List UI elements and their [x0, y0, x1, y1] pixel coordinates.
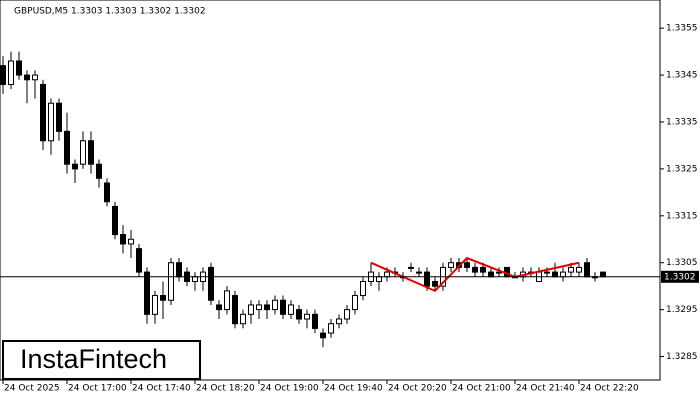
candle-body	[216, 304, 222, 311]
logo-box	[2, 340, 201, 380]
y-tick-label: 1.3285	[666, 352, 698, 362]
y-tick-label: 1.3345	[666, 71, 698, 81]
candle-body	[152, 295, 158, 315]
candle-body	[176, 262, 182, 278]
x-tick-label: 24 Oct 19:00	[260, 384, 319, 394]
candle-body	[24, 74, 30, 81]
candle-body	[384, 271, 390, 278]
candle-body	[168, 262, 174, 301]
candle-body	[112, 205, 118, 236]
candle-body	[424, 271, 430, 287]
candle-body	[472, 266, 478, 273]
candle-body	[352, 295, 358, 311]
candle-body	[256, 304, 262, 311]
x-tick-label: 24 Oct 2025	[4, 384, 60, 394]
x-tick-label: 24 Oct 21:00	[452, 384, 511, 394]
candle-body	[344, 309, 350, 320]
candle-body	[296, 309, 302, 320]
candle-body	[288, 304, 294, 315]
y-tick-label: 1.3295	[666, 305, 698, 315]
candle-body	[8, 60, 14, 85]
candle-body	[240, 313, 246, 325]
candle-body	[264, 304, 270, 311]
candle-body	[336, 318, 342, 325]
y-tick-label: 1.3315	[666, 211, 698, 221]
candle-body	[64, 130, 70, 165]
candle-body	[600, 271, 606, 278]
candle-body	[48, 102, 54, 142]
chart-title: GBPUSD,M5 1.3303 1.3303 1.3302 1.3302	[14, 7, 206, 17]
candle-body	[72, 163, 78, 170]
candle-body	[136, 248, 142, 273]
candle-body	[576, 266, 582, 273]
candle-body	[496, 271, 502, 274]
x-tick-label: 24 Oct 22:20	[580, 384, 639, 394]
x-tick-label: 24 Oct 18:20	[196, 384, 255, 394]
candle-body	[320, 332, 326, 339]
candle-body	[304, 313, 310, 320]
candle-body	[544, 271, 550, 274]
x-tick-label: 24 Oct 20:20	[388, 384, 447, 394]
candle-body	[232, 295, 238, 325]
candle-body	[208, 266, 214, 301]
candle-body	[448, 262, 454, 268]
candle-body	[120, 234, 126, 245]
candle-body	[16, 60, 22, 76]
candle-body	[0, 65, 6, 85]
candle-body	[96, 163, 102, 179]
y-tick-label: 1.3305	[666, 258, 698, 268]
x-tick-label: 24 Oct 17:00	[68, 384, 127, 394]
candle-body	[192, 276, 198, 282]
logo: InstaFintech	[20, 344, 167, 374]
x-tick-label: 24 Oct 17:40	[132, 384, 191, 394]
candle-body	[280, 299, 286, 315]
candle-body	[160, 295, 166, 301]
candle-body	[224, 290, 230, 311]
candle-body	[464, 262, 470, 268]
candle-body	[40, 83, 46, 142]
x-tick-label: 24 Oct 21:40	[516, 384, 575, 394]
candle-body	[360, 280, 366, 297]
candle-body	[144, 271, 150, 315]
y-tick-label: 1.3355	[666, 24, 698, 34]
candle-body	[128, 238, 134, 245]
candle-body	[312, 313, 318, 329]
candle-body	[104, 182, 110, 203]
y-tick-label: 1.3325	[666, 164, 698, 174]
candle-body	[552, 271, 558, 278]
candle-body	[80, 140, 86, 165]
candle-body	[584, 262, 590, 278]
candle-body	[568, 266, 574, 273]
candle-body	[480, 266, 486, 273]
candle-body	[432, 280, 438, 287]
candle-body	[416, 271, 422, 274]
candle-body	[488, 271, 494, 278]
candle-body	[560, 271, 566, 278]
y-tick-label: 1.3335	[666, 117, 698, 127]
candle-body	[88, 140, 94, 165]
candle-body	[32, 74, 38, 81]
pattern-line	[370, 256, 580, 293]
x-tick-label: 24 Oct 19:40	[324, 384, 383, 394]
candle-body	[56, 102, 62, 132]
candle-body	[272, 299, 278, 311]
plot-frame	[0, 0, 661, 381]
candle-body	[376, 276, 382, 282]
candle-body	[248, 304, 254, 315]
candle-body	[328, 323, 334, 334]
last-price-label: 1.3302	[664, 272, 696, 282]
last-price-box	[661, 270, 699, 283]
candle-body	[408, 266, 414, 269]
